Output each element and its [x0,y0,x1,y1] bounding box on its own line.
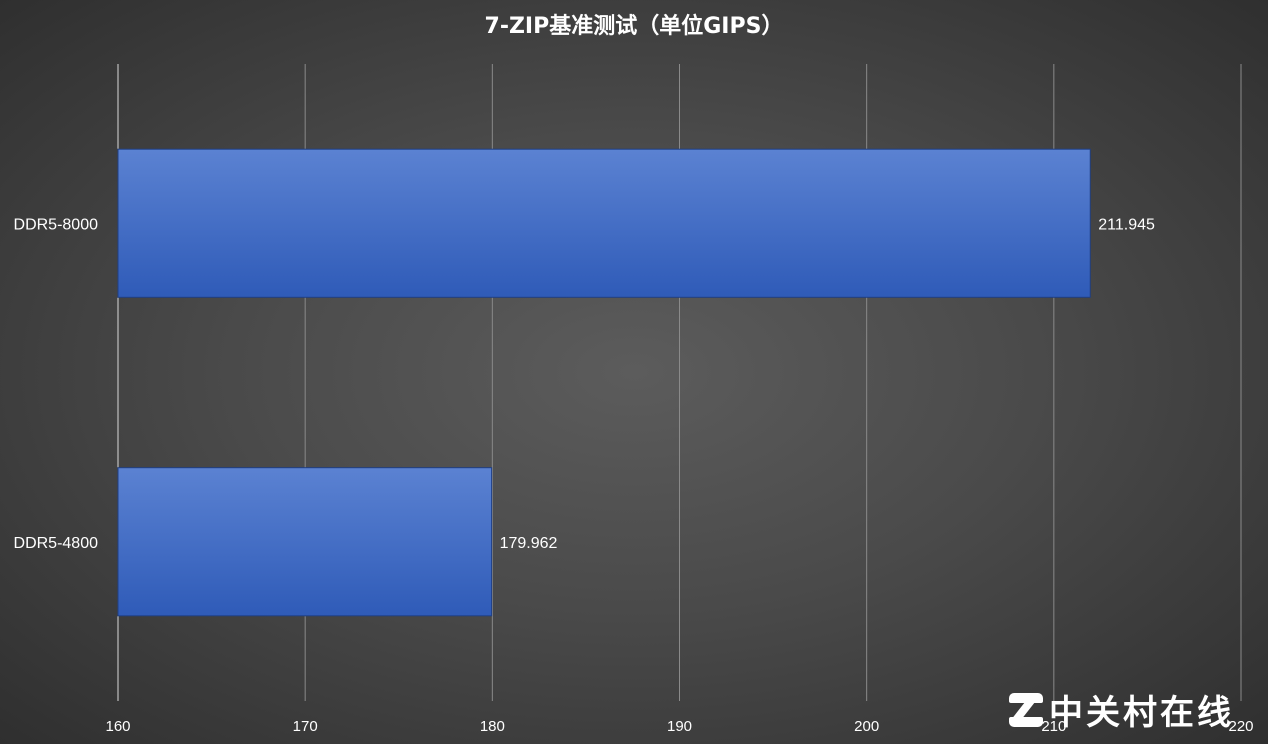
x-tick-label: 180 [480,718,505,735]
watermark-text: 中关村在线 [1049,693,1234,733]
data-label: 211.945 [1098,216,1155,233]
bars [117,148,1091,617]
x-tick-label: 170 [293,718,318,735]
x-tick-label: 190 [667,718,692,735]
labels: 160 170 180 190 200 210 220 DDR5-8000 211.945 DDR… [14,216,1254,735]
zol-logo-icon [1009,692,1043,727]
x-tick-label: 200 [854,718,879,735]
bar [117,467,493,617]
x-tick-label: 220 [1228,718,1253,735]
category-label: DDR5-4800 [14,535,99,552]
chart-title: 7-ZIP基准测试（单位GIPS） [485,13,784,39]
bar [117,148,1091,298]
x-tick-label: 160 [105,718,130,735]
category-label: DDR5-8000 [14,216,99,233]
x-tick-label: 210 [1041,718,1066,735]
watermark: 中关村在线 [1009,685,1234,734]
data-label: 179.962 [500,535,558,552]
